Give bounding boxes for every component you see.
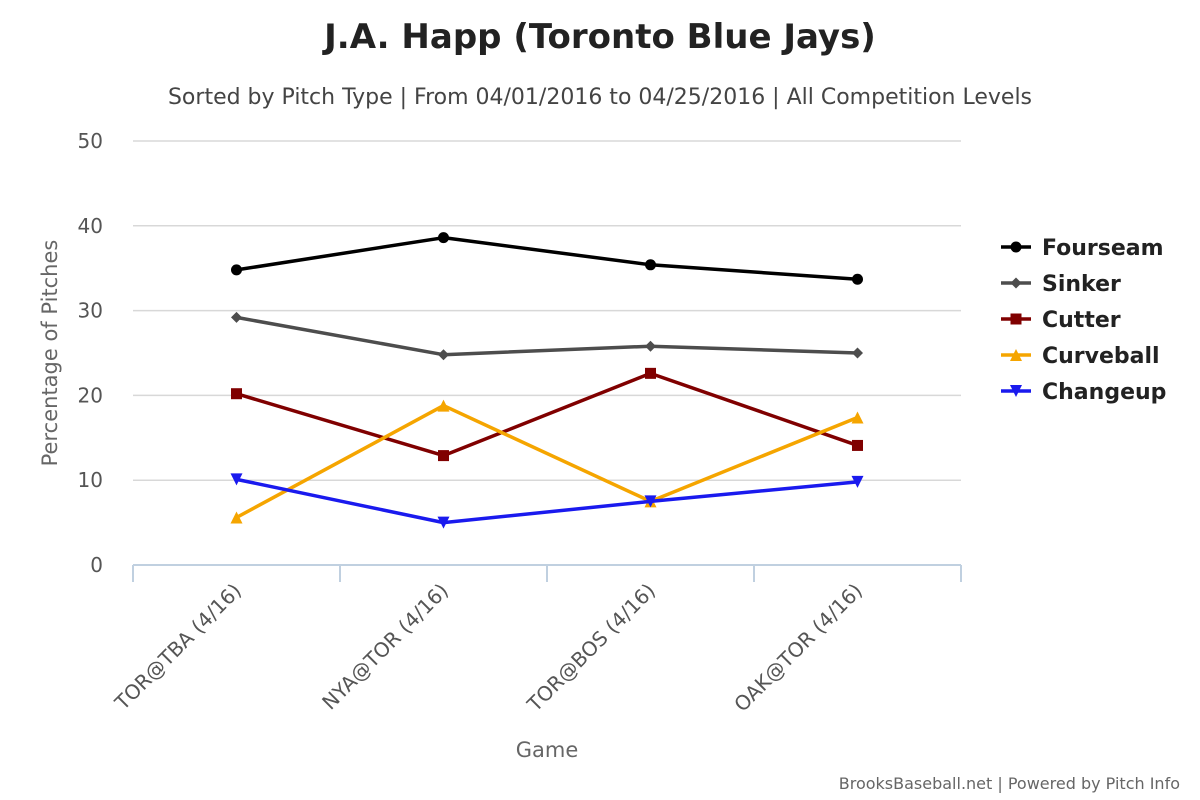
legend-marker	[1010, 313, 1022, 325]
series-curveball	[230, 399, 864, 524]
legend-label: Changeup	[1042, 380, 1166, 405]
series-cutter	[231, 367, 863, 462]
x-tick-label: TOR@BOS (4/16)	[522, 579, 660, 717]
data-point-fourseam	[438, 232, 449, 244]
data-point-sinker	[231, 311, 242, 323]
legend-marker	[1010, 241, 1022, 253]
series-line-curveball	[235, 403, 859, 520]
series-line-fourseam	[236, 235, 858, 281]
series-fourseam	[231, 232, 863, 285]
data-point-curveball	[437, 399, 450, 412]
legend-item-cutter[interactable]: Cutter	[1001, 308, 1121, 333]
data-point-curveball	[851, 411, 864, 424]
chart-subtitle: Sorted by Pitch Type | From 04/01/2016 t…	[168, 85, 1032, 110]
legend-marker	[1010, 349, 1022, 361]
y-tick-label: 40	[78, 214, 103, 238]
x-tick-label: NYA@TOR (4/16)	[317, 579, 453, 715]
x-axis-title: Game	[516, 738, 579, 762]
data-point-cutter	[645, 367, 656, 379]
y-tick-label: 10	[78, 468, 103, 492]
legend-label: Sinker	[1042, 272, 1121, 297]
data-point-sinker	[438, 349, 449, 361]
series-line-cutter	[235, 371, 859, 458]
legend-item-changeup[interactable]: Changeup	[1001, 380, 1166, 405]
legend-item-curveball[interactable]: Curveball	[1001, 344, 1160, 369]
data-point-changeup	[851, 475, 864, 488]
data-point-sinker	[852, 347, 863, 359]
y-tick-label: 0	[90, 553, 103, 577]
data-point-curveball	[230, 511, 243, 524]
data-point-fourseam	[852, 273, 863, 285]
data-point-changeup	[644, 495, 657, 508]
data-point-cutter	[852, 439, 863, 451]
series-sinker	[231, 311, 863, 361]
credits[interactable]: BrooksBaseball.net | Powered by Pitch In…	[839, 774, 1180, 793]
y-tick-label: 30	[78, 299, 103, 323]
data-point-fourseam	[645, 259, 656, 271]
legend-label: Curveball	[1042, 344, 1160, 369]
y-tick-label: 20	[78, 383, 103, 407]
y-axis-ticks: 0 10 20 30 40 50	[78, 129, 103, 577]
series-line-changeup	[236, 477, 858, 525]
data-point-changeup	[230, 473, 243, 486]
data-point-sinker	[645, 340, 656, 352]
legend-label: Fourseam	[1042, 236, 1164, 261]
legend-marker	[1010, 385, 1022, 397]
y-axis-title: Percentage of Pitches	[38, 240, 62, 467]
data-point-changeup	[437, 516, 450, 529]
legend: Fourseam Sinker Cutter Curveball Changeup	[1001, 236, 1166, 405]
y-tick-label: 50	[78, 129, 103, 153]
legend-item-fourseam[interactable]: Fourseam	[1001, 236, 1164, 261]
gridlines	[133, 140, 961, 481]
x-tick-label: TOR@TBA (4/16)	[109, 579, 246, 716]
legend-item-sinker[interactable]: Sinker	[1001, 272, 1121, 297]
legend-marker	[1010, 277, 1022, 289]
legend-label: Cutter	[1042, 308, 1121, 333]
series-changeup	[230, 473, 864, 529]
data-point-fourseam	[231, 264, 242, 276]
data-point-cutter	[231, 388, 242, 400]
x-axis: TOR@TBA (4/16) NYA@TOR (4/16) TOR@BOS (4/1…	[109, 564, 962, 717]
series-line-sinker	[236, 315, 858, 357]
chart-title: J.A. Happ (Toronto Blue Jays)	[322, 17, 876, 57]
series-group	[230, 232, 864, 529]
data-point-cutter	[438, 450, 449, 462]
x-tick-label: OAK@TOR (4/16)	[729, 579, 867, 717]
